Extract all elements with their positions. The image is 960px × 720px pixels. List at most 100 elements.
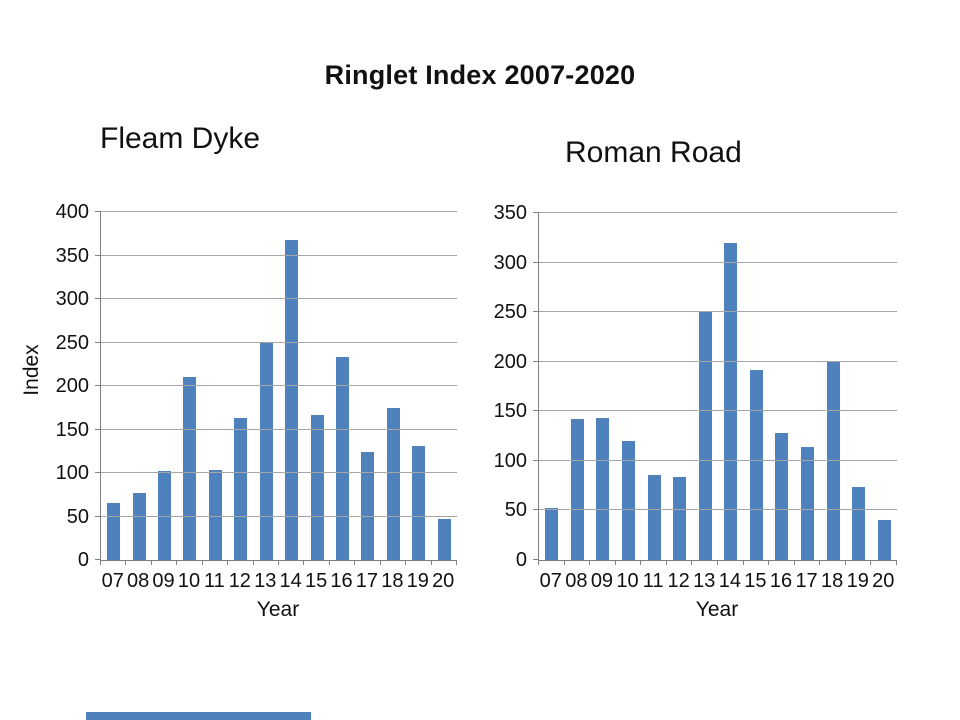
bar-slot-12: [667, 213, 693, 560]
x-tick-label-12: 12: [667, 570, 690, 592]
bar-10: [183, 377, 197, 560]
gridline-250: [101, 341, 457, 343]
x-tick-label-19: 19: [846, 570, 869, 592]
x-tick-label-10: 10: [177, 570, 201, 592]
x-axis-tick-labels: 07 08 09 10 11 12 13 14 15 16 17 18 19 20: [100, 571, 456, 592]
y-tick-label-250: 250: [493, 301, 527, 324]
x-tick-mark: [303, 560, 305, 565]
bar-14: [285, 239, 299, 560]
bar-09: [596, 418, 610, 560]
gridline-150: [539, 410, 897, 412]
x-tick-mark: [538, 560, 539, 565]
x-tick-label-14: 14: [718, 570, 741, 592]
fleam-dyke-chart: 0 50 100 150 200 250 300 350 400 07 08 09 10 11 12 13 1…: [56, 202, 457, 621]
y-tick-mark: [95, 385, 101, 386]
bar-slot-16: [330, 212, 355, 560]
bar-slot-10: [177, 212, 202, 560]
x-tick-label-13: 13: [254, 570, 277, 592]
y-tick-mark: [533, 459, 539, 461]
bar-slot-19: [406, 212, 431, 560]
bar-18: [386, 407, 400, 560]
y-tick-mark: [533, 212, 539, 213]
slide-title: Ringlet Index 2007-2020: [324, 60, 636, 90]
gridline-100: [101, 472, 457, 473]
bar-slot-14: [718, 213, 744, 560]
gridline-300: [101, 298, 457, 299]
x-tick-mark: [150, 560, 152, 565]
bar-slot-15: [744, 213, 770, 560]
bar-16: [775, 433, 789, 560]
bar-slot-20: [872, 213, 898, 560]
bar-slot-08: [126, 212, 151, 560]
bar-slot-16: [769, 213, 795, 560]
x-tick-mark: [227, 560, 229, 565]
bar-08: [132, 493, 146, 560]
x-tick-label-07: 07: [101, 570, 124, 592]
y-tick-label-350: 350: [55, 244, 89, 267]
bottom-accent-bar: [86, 712, 311, 720]
x-tick-mark: [176, 560, 178, 565]
bar-11: [647, 474, 661, 560]
x-tick-mark: [870, 560, 872, 565]
x-tick-label-20: 20: [872, 570, 895, 592]
gridline-350: [101, 254, 457, 256]
bar-20: [437, 519, 451, 560]
bar-slot-13: [254, 212, 279, 560]
y-tick-label-100: 100: [55, 462, 89, 484]
x-tick-label-07: 07: [539, 570, 562, 592]
x-tick-label-11: 11: [642, 570, 664, 592]
y-tick-label-100: 100: [493, 449, 527, 472]
roman-road-chart: 0 50 100 150 200 250 300 350 07 08 09 10 11 12 13 14 15…: [494, 203, 898, 621]
bar-slot-15: [304, 212, 329, 560]
x-tick-label-10: 10: [616, 570, 639, 592]
y-tick-mark: [533, 261, 539, 263]
bar-15: [310, 414, 324, 560]
x-tick-label-11: 11: [204, 570, 225, 592]
bar-10: [622, 441, 636, 560]
bar-07: [107, 503, 121, 560]
x-tick-label-15: 15: [304, 570, 328, 592]
x-tick-mark: [354, 560, 356, 565]
plot-area: [533, 212, 898, 561]
bar-15: [749, 369, 763, 560]
y-tick-label-150: 150: [55, 418, 89, 441]
bar-slot-12: [228, 212, 253, 560]
x-tick-mark: [379, 560, 381, 565]
bar-19: [852, 486, 866, 560]
x-axis-title-year: Year: [256, 598, 300, 621]
plot-area: [95, 211, 457, 561]
x-tick-label-18: 18: [381, 570, 404, 592]
bar-slot-08: [565, 213, 591, 560]
x-tick-label-20: 20: [432, 570, 455, 592]
x-tick-mark: [768, 560, 770, 565]
bar-12: [234, 418, 248, 560]
y-tick-label-200: 200: [493, 350, 527, 373]
x-tick-mark: [278, 560, 279, 565]
x-tick-label-18: 18: [821, 570, 844, 592]
bar-slot-07: [539, 213, 565, 560]
y-tick-mark: [533, 311, 539, 313]
x-tick-label-16: 16: [330, 570, 353, 592]
x-tick-label-17: 17: [795, 570, 818, 592]
x-tick-label-08: 08: [127, 570, 150, 592]
x-tick-label-14: 14: [279, 570, 302, 592]
x-tick-label-09: 09: [590, 570, 614, 592]
x-tick-label-15: 15: [744, 570, 767, 592]
bar-14: [724, 242, 738, 560]
y-tick-mark: [95, 559, 101, 560]
x-tick-mark: [717, 560, 718, 565]
x-tick-mark: [793, 560, 795, 565]
y-tick-label-350: 350: [493, 202, 527, 224]
bar-slot-13: [692, 213, 718, 560]
y-tick-mark: [533, 509, 539, 511]
bar-slot-18: [381, 212, 406, 560]
x-tick-label-16: 16: [769, 570, 793, 592]
bar-11: [208, 470, 222, 560]
gridline-250: [539, 311, 897, 313]
bar-slot-18: [820, 213, 846, 560]
y-tick-mark: [533, 559, 539, 560]
bar-13: [259, 342, 273, 560]
bar-slot-19: [846, 213, 872, 560]
gridline-150: [101, 428, 457, 430]
x-tick-mark: [640, 560, 642, 565]
